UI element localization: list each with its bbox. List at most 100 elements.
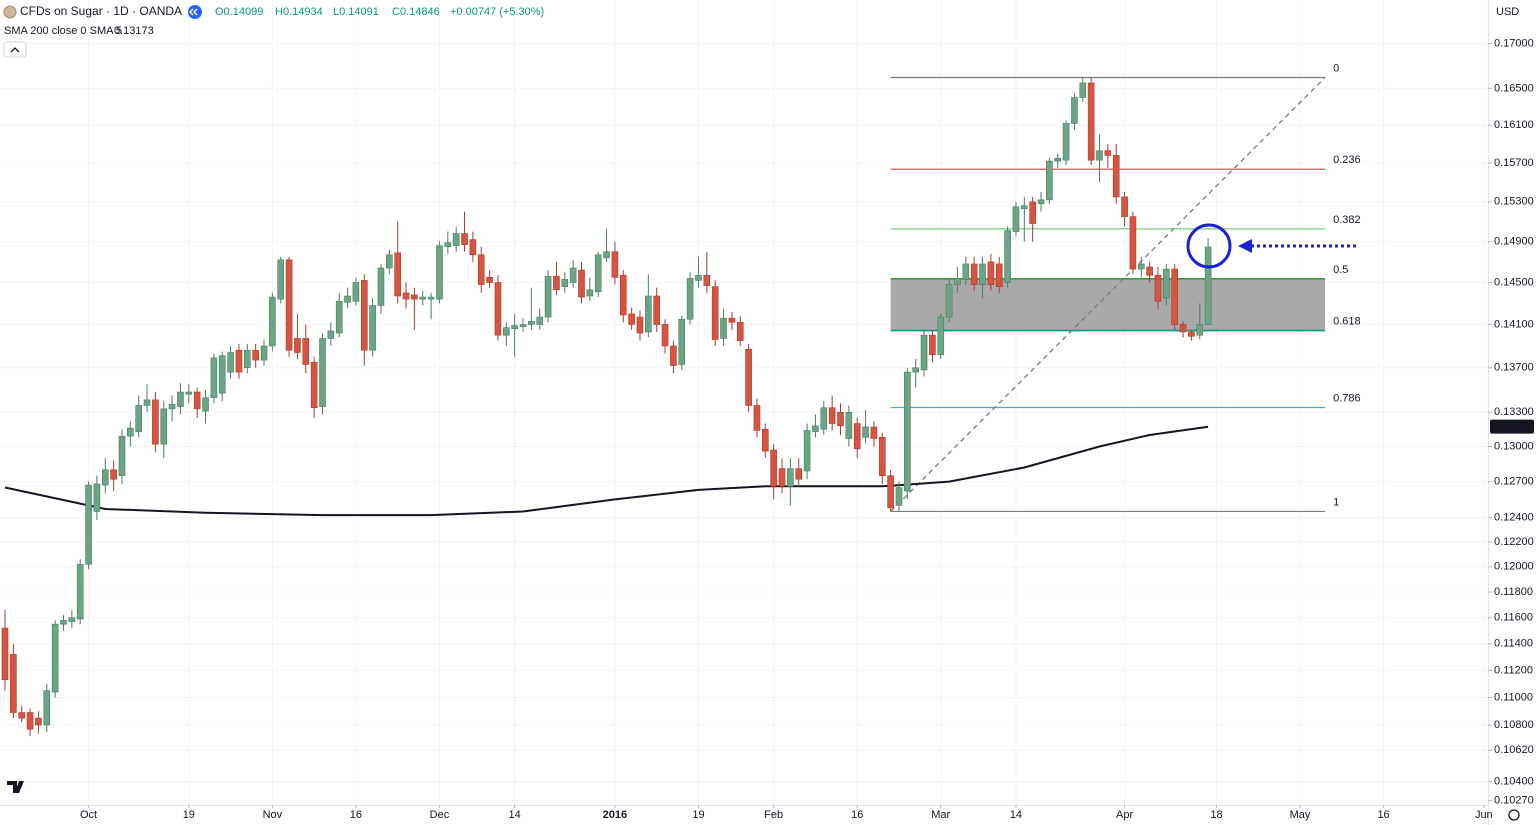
candle-body	[904, 371, 911, 492]
candle-body	[912, 367, 919, 373]
candle-body	[1171, 268, 1178, 325]
candle-body	[1112, 155, 1120, 198]
candle-body	[152, 399, 159, 445]
candle-body	[1079, 82, 1087, 98]
price-tag-label: 0.13173	[1494, 421, 1534, 433]
candle-body	[895, 487, 903, 506]
candle-body	[1163, 268, 1170, 299]
fibonacci-retracement: 0 0.236 0.382 0.5 0.618 0.786 1	[890, 62, 1361, 513]
price-tag	[1490, 419, 1534, 434]
candle-body	[260, 345, 268, 361]
fib-level-label: 0.5	[1333, 264, 1348, 276]
y-tick-label: 0.16500	[1494, 82, 1534, 94]
candle-body	[51, 623, 59, 693]
x-tick-label: Feb	[764, 809, 783, 821]
fib-level-label: 0.786	[1333, 392, 1361, 404]
chart-title: CFDs on Sugar · 1D · OANDA	[20, 4, 182, 18]
x-tick-label: Apr	[1116, 809, 1133, 821]
candle-body	[862, 426, 869, 438]
symbol-icon	[3, 5, 17, 19]
ohlc-close: C0.14846	[392, 6, 440, 18]
y-tick-label: 0.11800	[1494, 586, 1533, 598]
candle-body	[778, 468, 786, 487]
y-tick-label: 0.14500	[1494, 276, 1534, 288]
candle-body	[1121, 196, 1128, 217]
candle-body	[43, 690, 51, 726]
y-tick-label: 0.12700	[1494, 475, 1534, 487]
fib-zone	[890, 278, 1326, 331]
candle-body	[753, 405, 761, 431]
candle-body	[394, 252, 401, 297]
x-tick-label: 18	[1210, 809, 1222, 821]
candle-body	[954, 278, 961, 285]
candle-body	[26, 712, 34, 730]
candle-body	[803, 430, 811, 472]
candle-body	[477, 254, 485, 285]
x-tick-label: 16	[1377, 809, 1389, 821]
candle-body	[1154, 274, 1162, 302]
y-tick-label: 0.11400	[1494, 638, 1533, 650]
candle-body	[110, 469, 117, 480]
candle-body	[661, 324, 669, 347]
logo	[7, 781, 24, 793]
candle-body	[979, 263, 986, 285]
candle-body	[1196, 324, 1204, 336]
candle-body	[76, 563, 84, 620]
candle-body	[1204, 246, 1212, 325]
x-tick-label: 16	[851, 809, 863, 821]
y-tick-label: 0.10620	[1494, 744, 1534, 756]
x-tick-label: 2016	[603, 809, 627, 821]
candle-body	[987, 261, 995, 285]
candle-body	[436, 245, 443, 300]
candle-body	[486, 277, 493, 283]
candle-body	[1021, 205, 1028, 209]
candle-body	[945, 284, 953, 318]
candle-body	[503, 327, 510, 336]
candle-body	[703, 274, 711, 286]
y-tick-label: 0.13000	[1494, 440, 1534, 452]
candle-body	[820, 407, 828, 430]
candle-body	[35, 717, 42, 726]
candle-body	[1096, 150, 1103, 161]
candle-body	[68, 617, 76, 622]
ohlc-change: +0.00747 (+5.30%)	[450, 6, 544, 18]
candle-body	[360, 280, 368, 351]
ohlc-high: H0.14934	[275, 6, 323, 18]
candle-body	[770, 449, 777, 487]
currency-label[interactable]: USD	[1496, 6, 1519, 18]
candle-body	[787, 468, 794, 487]
candle-body	[1062, 123, 1070, 161]
candle-body	[302, 338, 310, 365]
y-tick-label: 0.13300	[1494, 406, 1534, 418]
candle-body	[645, 295, 652, 333]
candle-body	[594, 254, 602, 293]
replay-button[interactable]	[188, 5, 202, 19]
candle-body	[736, 322, 744, 341]
fib-level-label: 0.236	[1333, 154, 1361, 166]
candle-body	[185, 391, 193, 395]
candle-body	[310, 361, 318, 409]
fib-level-label: 1	[1333, 496, 1339, 508]
y-tick-label: 0.12000	[1494, 561, 1534, 573]
candle-body	[1137, 263, 1145, 270]
settings-button[interactable]	[1508, 809, 1520, 821]
y-tick-label: 0.15700	[1494, 157, 1534, 169]
candle-body	[210, 357, 218, 398]
x-tick-label: 14	[1010, 809, 1022, 821]
y-tick-label: 0.14900	[1494, 236, 1534, 248]
candle-body	[528, 321, 535, 325]
candle-body	[845, 411, 853, 439]
candle-body	[853, 423, 861, 450]
candle-body	[1188, 331, 1195, 337]
candle-body	[427, 296, 435, 300]
candle-body	[745, 348, 752, 406]
y-tick-label: 0.11000	[1494, 691, 1533, 703]
candle-body	[636, 316, 644, 334]
candle-body	[1, 627, 9, 681]
y-tick-label: 0.17000	[1494, 37, 1534, 49]
candle-body	[10, 654, 17, 713]
collapse-button[interactable]	[3, 41, 27, 58]
candle-body	[1129, 216, 1137, 270]
ohlc-low: L0.14091	[333, 6, 379, 18]
